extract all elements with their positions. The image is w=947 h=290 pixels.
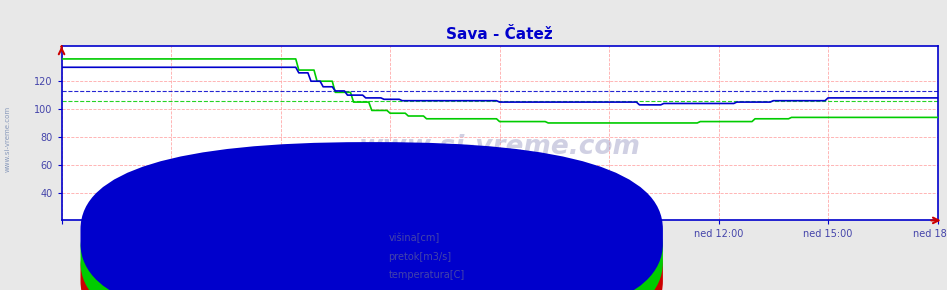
Text: višina[cm]: višina[cm] [388, 233, 439, 243]
Text: www.si-vreme.com: www.si-vreme.com [5, 106, 10, 172]
Title: Sava - Čatež: Sava - Čatež [446, 28, 553, 42]
Text: pretok[m3/s]: pretok[m3/s] [388, 252, 452, 262]
Text: www.si-vreme.com: www.si-vreme.com [359, 134, 640, 160]
Text: temperatura[C]: temperatura[C] [388, 271, 465, 280]
